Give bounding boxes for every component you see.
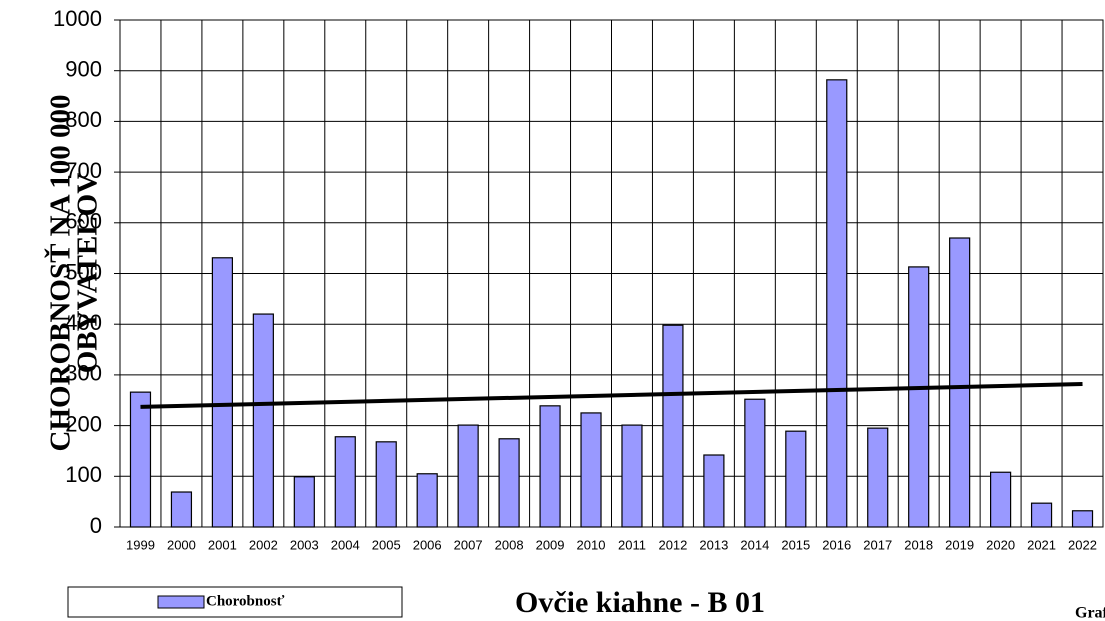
- legend-label: Chorobnosť: [206, 593, 285, 609]
- chart-title: Ovčie kiahne - B 01: [515, 586, 765, 619]
- x-tick-label: 2008: [495, 537, 524, 552]
- x-tick-label: 2016: [822, 537, 851, 552]
- x-tick-label: 2003: [290, 537, 319, 552]
- x-tick-label: 2015: [781, 537, 810, 552]
- x-tick-label: 2014: [740, 537, 769, 552]
- x-tick-label: 2006: [413, 537, 442, 552]
- x-tick-label: 2010: [577, 537, 606, 552]
- x-tick-label: 2017: [863, 537, 892, 552]
- y-tick-label: 0: [90, 513, 102, 538]
- bar: [990, 471, 1012, 528]
- x-tick-label: 2013: [699, 537, 728, 552]
- y-tick-label: 900: [65, 57, 102, 82]
- bar: [1030, 502, 1053, 528]
- x-tick-label: 2021: [1027, 537, 1056, 552]
- bar: [211, 257, 233, 528]
- bar: [170, 491, 193, 528]
- bar: [908, 266, 930, 528]
- bar: [416, 473, 438, 528]
- x-tick-label: 2005: [372, 537, 401, 552]
- x-tick-label: 2012: [658, 537, 687, 552]
- bar: [1071, 510, 1094, 528]
- bar: [662, 324, 684, 528]
- y-tick-label: 400: [65, 310, 102, 335]
- x-tick-label: 2019: [945, 537, 974, 552]
- x-tick-label: 2007: [454, 537, 483, 552]
- bar: [867, 427, 889, 528]
- y-tick-label: 1000: [53, 6, 102, 31]
- y-tick-label: 500: [65, 259, 102, 284]
- x-tick-label: 1999: [126, 537, 155, 552]
- bar: [457, 424, 479, 528]
- x-tick-label: 2020: [986, 537, 1015, 552]
- bar: [621, 424, 643, 528]
- bar: [580, 412, 602, 528]
- y-tick-label: 800: [65, 107, 102, 132]
- bar: [744, 398, 766, 528]
- y-axis-label: OBYVATEĽOV: [72, 173, 104, 373]
- bar: [539, 405, 561, 528]
- bar: [252, 313, 274, 528]
- x-tick-label: 2004: [331, 537, 360, 552]
- bar: [375, 441, 397, 528]
- corner-label: Graf: [1075, 605, 1105, 621]
- bar: [293, 476, 315, 528]
- x-tick-label: 2002: [249, 537, 278, 552]
- y-tick-label: 600: [65, 209, 102, 234]
- legend-swatch: [157, 595, 205, 609]
- x-tick-label: 2000: [167, 537, 196, 552]
- y-tick-label: 100: [65, 462, 102, 487]
- bar: [498, 438, 520, 528]
- bar: [703, 454, 725, 528]
- legend-box: [67, 586, 403, 618]
- bar: [826, 79, 848, 528]
- x-tick-label: 2022: [1068, 537, 1097, 552]
- bar: [785, 430, 807, 528]
- bar: [334, 436, 356, 528]
- x-tick-label: 2001: [208, 537, 237, 552]
- y-tick-label: 300: [65, 361, 102, 386]
- y-axis-label: CHOROBNOSŤ NA 100 000: [44, 95, 77, 452]
- bar: [129, 391, 152, 528]
- y-tick-label: 700: [65, 158, 102, 183]
- bar: [949, 237, 971, 528]
- x-tick-label: 2011: [618, 537, 646, 552]
- x-tick-label: 2009: [536, 537, 565, 552]
- trend-line: [140, 382, 1083, 409]
- x-tick-label: 2018: [904, 537, 933, 552]
- y-tick-label: 200: [65, 411, 102, 436]
